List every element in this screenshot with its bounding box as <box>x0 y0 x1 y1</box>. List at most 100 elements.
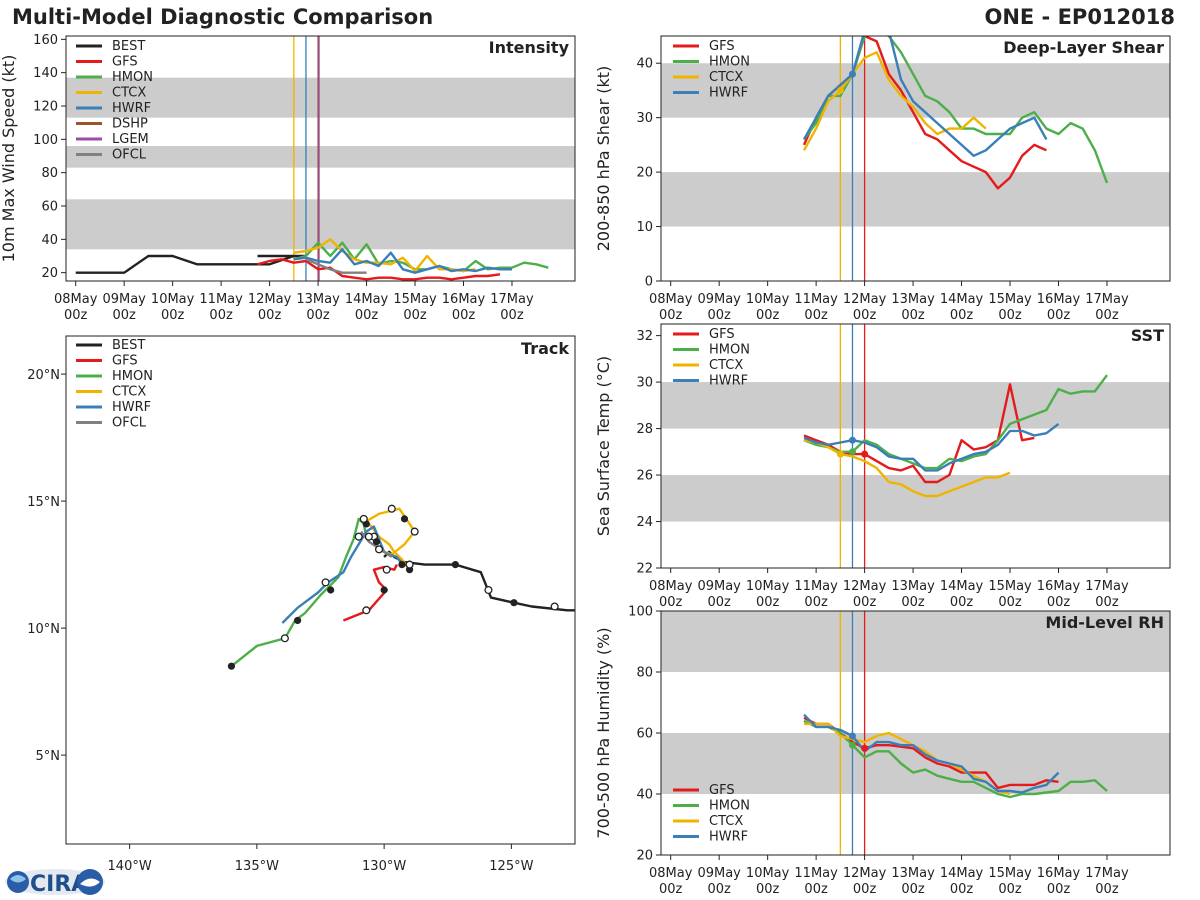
axes-frame <box>660 35 1171 282</box>
x-tick-date: 11May <box>794 579 838 594</box>
legend-label-hmon: HMON <box>709 343 750 358</box>
y-tick-label: 60 <box>41 200 58 215</box>
y-tick-label: 20°N <box>27 368 60 383</box>
x-tick-date: 11May <box>199 292 243 307</box>
intensity-panel: 2040608010012014016008May00z09May00z10Ma… <box>0 33 576 323</box>
y-axis-label: 200-850 hPa Shear (kt) <box>594 66 613 252</box>
legend-label-hmon: HMON <box>112 70 153 85</box>
x-tick-hour: 00z <box>804 595 828 610</box>
x-tick-hour: 00z <box>1095 882 1119 897</box>
x-tick-date: 17May <box>1085 866 1129 881</box>
x-tick-hour: 00z <box>452 308 476 323</box>
series-line-best <box>75 254 295 274</box>
init-marker-hwrf <box>848 70 856 78</box>
y-tick-label: 20 <box>636 849 653 864</box>
track-line-ctcx <box>365 507 416 571</box>
x-tick-date: 08May <box>649 292 693 307</box>
x-tick-label: 130°W <box>362 859 406 874</box>
cira-logo: CIRA <box>5 869 105 897</box>
x-tick-hour: 00z <box>804 308 828 323</box>
track-point-filled <box>227 662 236 670</box>
x-tick-hour: 00z <box>112 308 136 323</box>
init-marker-hwrf <box>848 436 856 444</box>
x-tick-hour: 00z <box>853 595 877 610</box>
track-point-open <box>362 606 371 615</box>
x-tick-date: 10May <box>151 292 195 307</box>
series-line-hwrf <box>293 248 512 274</box>
panel-title: Track <box>521 339 569 358</box>
x-tick-date: 17May <box>490 292 534 307</box>
x-tick-date: 12May <box>843 866 887 881</box>
panel-title: SST <box>1131 326 1164 345</box>
shaded-band <box>661 382 1170 429</box>
x-tick-hour: 00z <box>258 308 282 323</box>
init-marker-ctcx <box>836 86 844 94</box>
x-tick-hour: 00z <box>901 308 925 323</box>
x-tick-hour: 00z <box>901 882 925 897</box>
track-point-filled <box>398 561 406 569</box>
legend-label-ctcx: CTCX <box>709 358 743 373</box>
series-line-hwrf <box>802 36 1048 158</box>
y-axis-label: Sea Surface Temp (°C) <box>594 356 613 536</box>
series-line-hwrf <box>803 713 1060 794</box>
legend-label-ofcl: OFCL <box>112 416 147 431</box>
plot-area <box>227 504 575 670</box>
legend-label-ctcx: CTCX <box>112 86 146 101</box>
y-axis-label: 700-500 hPa Humidity (%) <box>594 627 613 838</box>
legend-label-hwrf: HWRF <box>112 400 151 415</box>
series-line-gfs <box>257 258 501 281</box>
x-tick-date: 09May <box>697 866 741 881</box>
x-tick-date: 15May <box>393 292 437 307</box>
legend-label-gfs: GFS <box>709 39 735 54</box>
init-marker-hwrf <box>848 732 856 740</box>
x-tick-hour: 00z <box>161 308 185 323</box>
x-tick-date: 11May <box>794 292 838 307</box>
track-point-filled <box>380 586 388 594</box>
track-point-open <box>359 514 368 523</box>
track-point-filled <box>327 586 335 594</box>
y-tick-label: 10 <box>636 220 653 235</box>
track-point-open <box>387 504 396 513</box>
sst-panel: 22242628303208May00z09May00z10May00z11Ma… <box>594 323 1171 610</box>
x-tick-date: 15May <box>988 579 1032 594</box>
y-tick-label: 40 <box>636 788 653 803</box>
init-marker-gfs <box>861 450 869 458</box>
y-tick-label: 10°N <box>27 622 60 637</box>
x-tick-date: 16May <box>1037 579 1081 594</box>
x-tick-date: 13May <box>296 292 340 307</box>
x-tick-hour: 00z <box>756 308 780 323</box>
y-tick-label: 22 <box>636 562 653 577</box>
figure-title: Multi-Model Diagnostic Comparison <box>12 5 433 29</box>
shaded-band <box>66 146 575 168</box>
legend-label-ofcl: OFCL <box>112 148 147 163</box>
x-tick-date: 08May <box>649 579 693 594</box>
x-tick-hour: 00z <box>1047 595 1071 610</box>
y-tick-label: 24 <box>636 515 653 530</box>
track-point-open <box>410 527 419 536</box>
y-tick-label: 30 <box>636 376 653 391</box>
track-point-open <box>364 532 373 541</box>
legend-label-ctcx: CTCX <box>112 385 146 400</box>
x-tick-hour: 00z <box>659 882 683 897</box>
x-tick-hour: 00z <box>950 308 974 323</box>
x-tick-date: 12May <box>843 579 887 594</box>
x-tick-date: 13May <box>891 579 935 594</box>
x-tick-date: 12May <box>843 292 887 307</box>
legend-label-hmon: HMON <box>709 799 750 814</box>
y-tick-label: 40 <box>41 233 58 248</box>
track-point-filled <box>451 561 459 569</box>
track-line-best <box>383 550 575 612</box>
y-tick-label: 160 <box>33 33 58 48</box>
x-tick-label: 135°W <box>235 859 279 874</box>
logo-wave-icon <box>80 878 100 887</box>
x-tick-date: 09May <box>697 292 741 307</box>
track-line-hmon <box>230 517 368 668</box>
axes-frame <box>65 335 576 845</box>
y-tick-label: 26 <box>636 469 653 484</box>
x-tick-hour: 00z <box>707 595 731 610</box>
x-tick-date: 15May <box>988 292 1032 307</box>
x-tick-hour: 00z <box>306 308 330 323</box>
legend-label-best: BEST <box>112 39 145 54</box>
track-point-open <box>374 545 384 554</box>
